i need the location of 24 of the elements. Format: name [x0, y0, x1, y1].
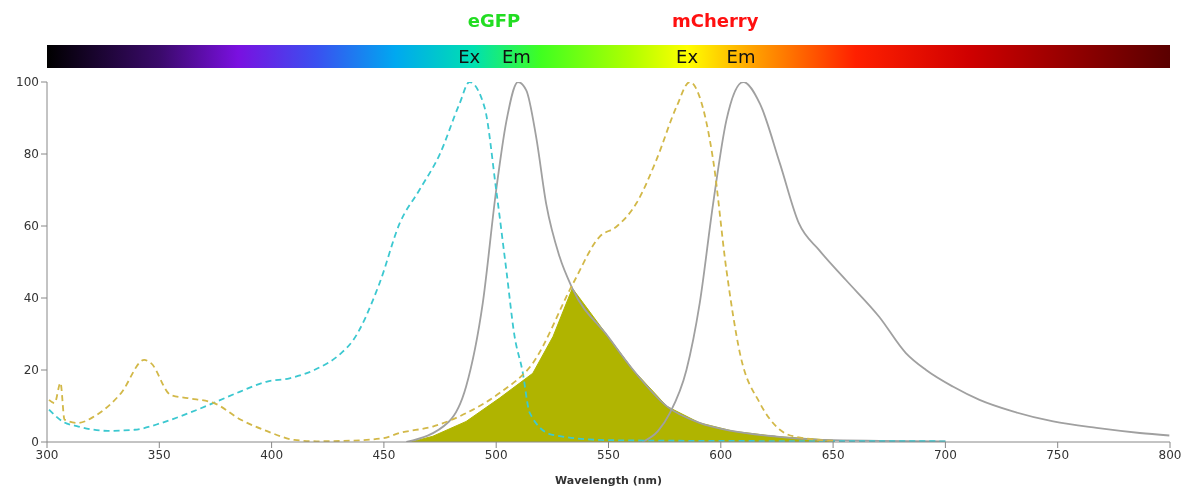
- x-tick-label: 500: [484, 447, 508, 462]
- y-tick-label: 80: [23, 147, 39, 162]
- x-tick-label: 700: [933, 447, 957, 462]
- y-tick-label: 60: [23, 219, 39, 234]
- x-tick-label: 350: [147, 447, 171, 462]
- text: Em: [726, 46, 756, 68]
- x-tick-label: 650: [821, 447, 845, 462]
- text: Em: [501, 46, 531, 68]
- y-tick-label: 40: [23, 291, 39, 306]
- y-tick-label: 100: [16, 75, 39, 90]
- x-tick-label: 800: [1158, 447, 1182, 462]
- x-tick-label: 600: [709, 447, 733, 462]
- y-tick-label: 0: [31, 435, 39, 450]
- x-axis-title: Wavelength (nm): [555, 474, 662, 487]
- x-tick-label: 300: [35, 447, 59, 462]
- x-tick-label: 450: [372, 447, 396, 462]
- y-tick-label: 20: [23, 363, 39, 378]
- x-tick-label: 400: [260, 447, 284, 462]
- text: eGFP: [467, 10, 521, 32]
- text: Ex: [676, 46, 699, 68]
- x-tick-label: 750: [1046, 447, 1070, 462]
- text: Ex: [458, 46, 481, 68]
- x-tick-label: 550: [597, 447, 620, 462]
- text: mCherry: [671, 10, 759, 32]
